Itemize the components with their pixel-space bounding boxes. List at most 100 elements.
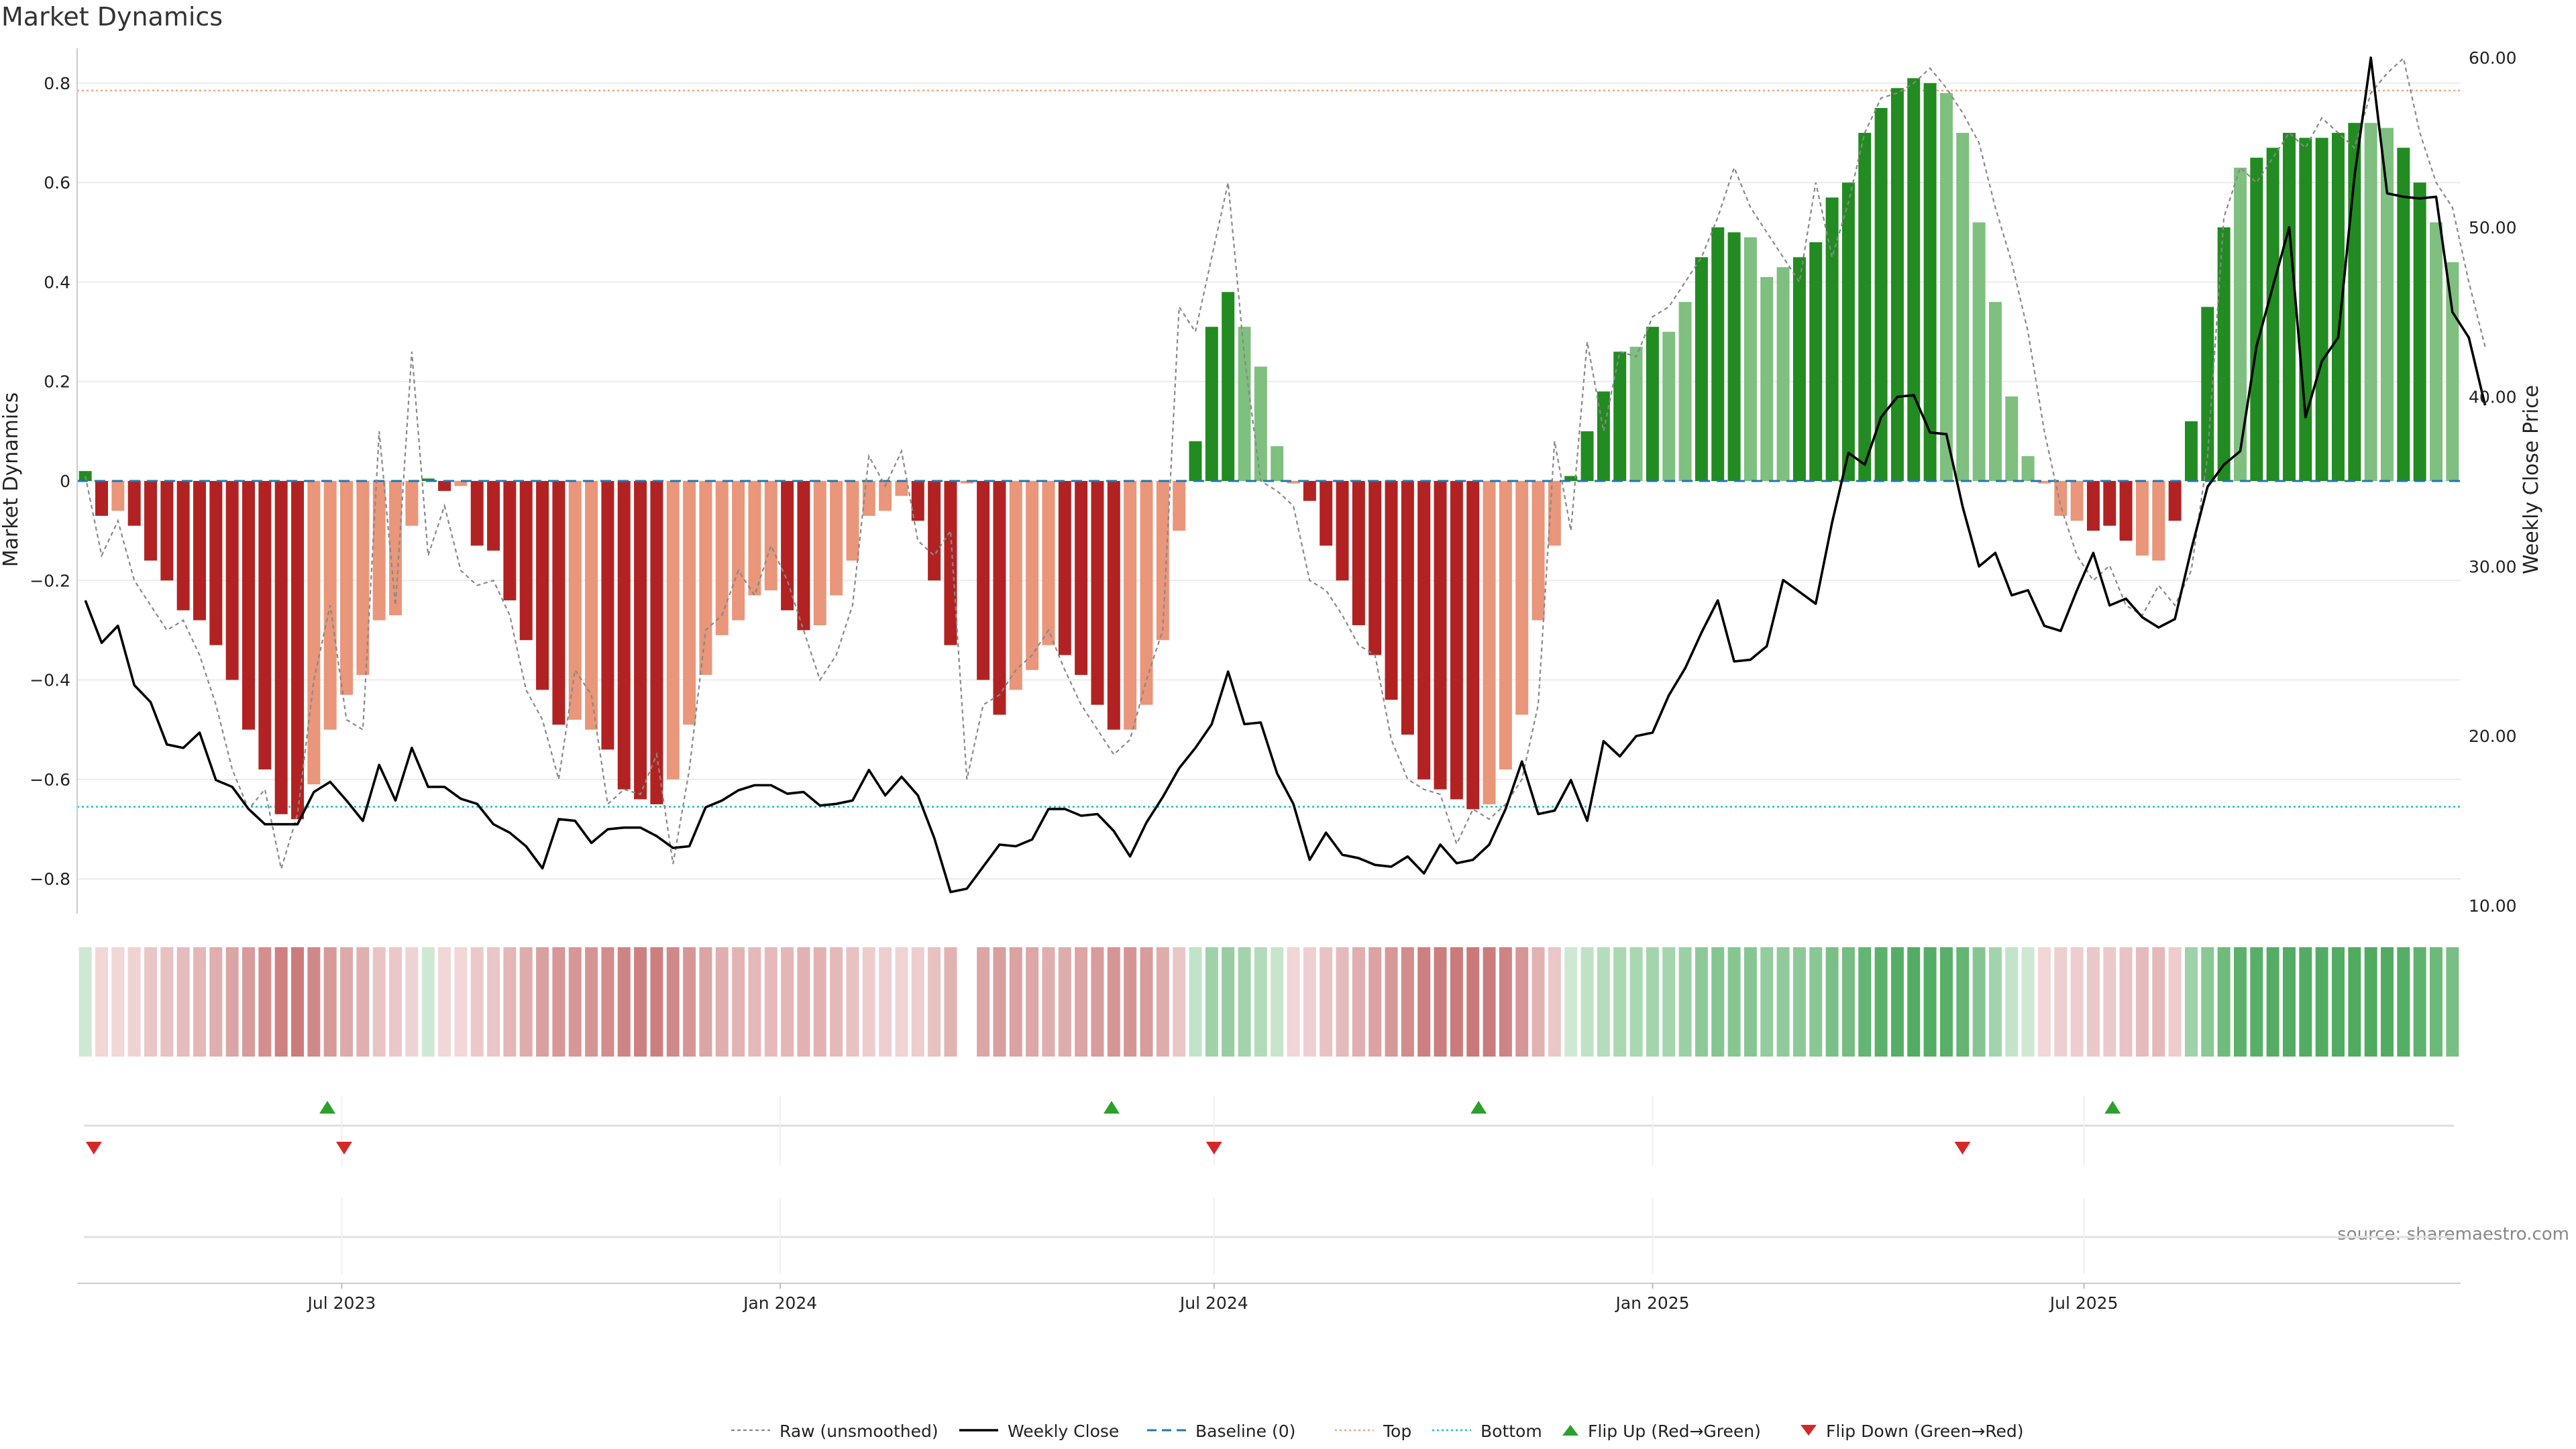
flip-up-legend-icon xyxy=(1562,1425,1578,1436)
dynamics-bar xyxy=(1173,481,1186,531)
dynamics-bar xyxy=(95,481,108,516)
heat-cell xyxy=(1352,947,1365,1057)
legend-item-baseline: Baseline (0) xyxy=(1147,1421,1295,1441)
dynamics-bar xyxy=(1858,133,1872,481)
dynamics-bar xyxy=(1107,481,1120,730)
heat-cell xyxy=(1825,947,1839,1057)
heat-cell xyxy=(274,947,288,1057)
heat-cell xyxy=(2103,947,2116,1057)
heat-cell xyxy=(2233,947,2247,1057)
dynamics-bar xyxy=(993,481,1006,715)
dynamics-bar xyxy=(160,481,174,581)
flip-up-marker xyxy=(1104,1101,1120,1114)
dynamics-bar xyxy=(2070,481,2084,521)
heat-cell xyxy=(1336,947,1349,1057)
heat-cell xyxy=(1874,947,1888,1057)
heat-cell xyxy=(1156,947,1169,1057)
dynamics-bar xyxy=(1776,267,1790,481)
heat-cell xyxy=(1841,947,1855,1057)
dynamics-bar xyxy=(2397,148,2410,481)
dynamics-bar xyxy=(1629,346,1643,481)
dynamics-bar xyxy=(536,481,549,690)
legend-label: Weekly Close xyxy=(1008,1421,1119,1441)
dynamics-bar xyxy=(862,481,875,516)
dynamics-bar xyxy=(1678,302,1692,481)
heat-cell xyxy=(1254,947,1267,1057)
heat-cell xyxy=(405,947,419,1057)
dynamics-bar xyxy=(1352,481,1365,625)
dynamics-bar xyxy=(585,481,598,730)
dynamics-bar xyxy=(2184,421,2198,481)
y-tick-label-left: −0.8 xyxy=(30,869,70,889)
heat-cell xyxy=(111,947,125,1057)
dynamics-bar xyxy=(1792,257,1806,481)
dynamics-bar xyxy=(2201,307,2214,481)
heat-cell xyxy=(470,947,484,1057)
dynamics-bar xyxy=(650,481,663,804)
heat-cell xyxy=(242,947,256,1057)
flip-markers xyxy=(84,1096,2454,1275)
heat-cell xyxy=(291,947,305,1057)
heat-cell xyxy=(862,947,875,1057)
heat-cell xyxy=(1646,947,1659,1057)
dynamics-bar xyxy=(601,481,614,750)
heat-cell xyxy=(323,947,337,1057)
dynamics-bar xyxy=(1058,481,1071,655)
heat-cell xyxy=(1678,947,1692,1057)
heat-cell xyxy=(1809,947,1823,1057)
y-tick-label-left: −0.2 xyxy=(30,571,70,590)
y-tick-label-right: 50.00 xyxy=(2469,218,2517,237)
dynamics-bar xyxy=(977,481,990,680)
dynamics-bar xyxy=(568,481,582,720)
dynamics-bar xyxy=(895,481,908,496)
heat-cell xyxy=(2348,947,2361,1057)
dynamics-bar xyxy=(911,481,924,521)
dynamics-bar xyxy=(356,481,370,676)
heat-cell xyxy=(1140,947,1153,1057)
heat-cell xyxy=(2152,947,2165,1057)
dynamics-bar xyxy=(2119,481,2133,541)
dynamics-bar xyxy=(503,481,517,600)
heat-cell xyxy=(1564,947,1578,1057)
flip-up-marker xyxy=(319,1101,336,1114)
dynamics-bar xyxy=(2005,396,2019,481)
dynamics-bar xyxy=(1368,481,1382,655)
heat-cell xyxy=(1320,947,1333,1057)
heat-cell xyxy=(144,947,158,1057)
heat-cell xyxy=(2315,947,2328,1057)
y-tick-label-left: 0.6 xyxy=(44,173,70,193)
heat-cell xyxy=(2397,947,2410,1057)
heat-cell xyxy=(1483,947,1496,1057)
dynamics-bar xyxy=(944,481,957,645)
weekly-close-line xyxy=(84,56,2487,894)
heat-cell xyxy=(2021,947,2035,1057)
legend-label: Top xyxy=(1383,1421,1411,1441)
dynamics-bar xyxy=(291,481,305,820)
legend-item-top: Top xyxy=(1335,1421,1411,1441)
dynamics-bar xyxy=(454,481,468,486)
heat-cell xyxy=(1743,947,1757,1057)
dynamics-bar xyxy=(1760,277,1774,481)
dynamics-bar xyxy=(2446,262,2459,481)
heat-cell xyxy=(454,947,468,1057)
heat-cell xyxy=(503,947,517,1057)
dynamics-bar xyxy=(389,481,402,616)
dynamics-bar xyxy=(487,481,500,551)
dynamics-bar xyxy=(1841,182,1855,481)
dynamics-bar xyxy=(372,481,386,621)
dynamics-bar xyxy=(2413,182,2426,481)
heat-cell xyxy=(911,947,924,1057)
series-lines xyxy=(77,56,2487,894)
y-tick-label-right: 10.00 xyxy=(2469,896,2517,916)
heat-cell xyxy=(1058,947,1071,1057)
heat-cell xyxy=(1222,947,1235,1057)
dynamics-bar xyxy=(1009,481,1022,690)
heat-cell xyxy=(2364,947,2377,1057)
dynamics-bar xyxy=(1042,481,1055,645)
dynamics-bar xyxy=(242,481,256,730)
legend: Raw (unsmoothed) Weekly Close Baseline (0)… xyxy=(731,1421,2024,1441)
heat-cell xyxy=(127,947,141,1057)
heat-cell xyxy=(389,947,402,1057)
heat-cell xyxy=(683,947,696,1057)
dynamics-bar xyxy=(1890,88,1904,481)
